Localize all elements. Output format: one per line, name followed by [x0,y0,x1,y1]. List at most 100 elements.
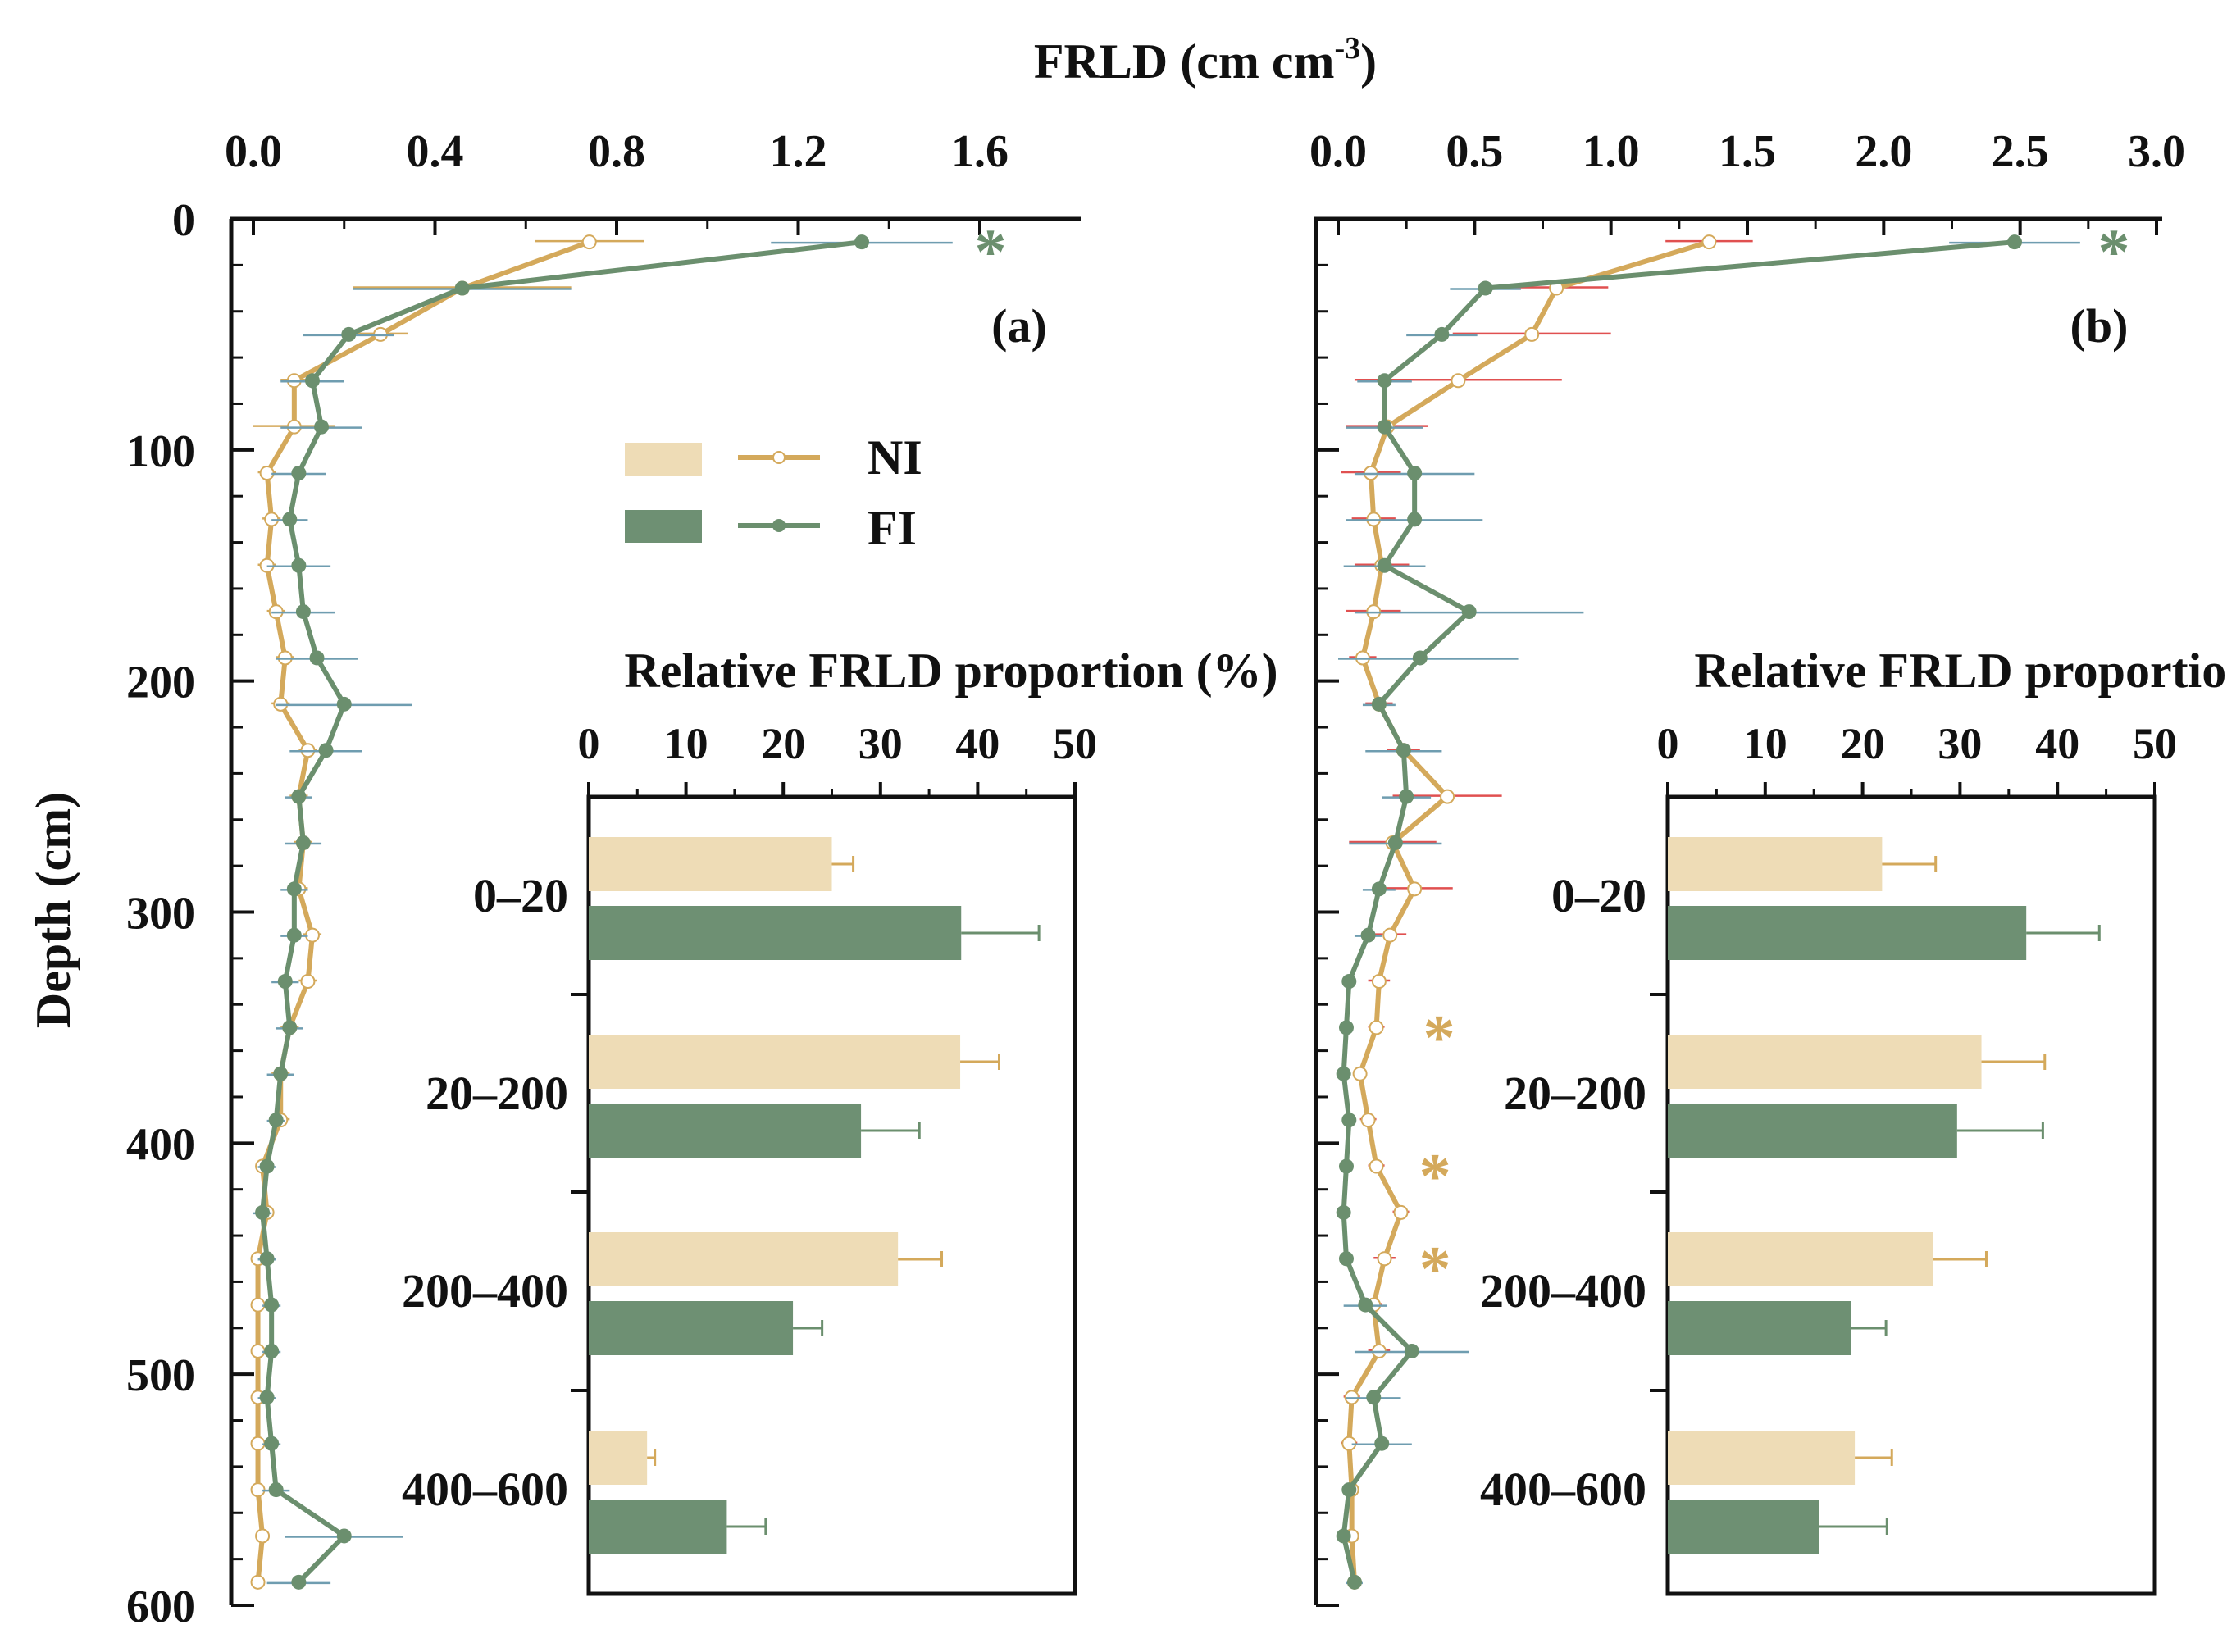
data-point-fi [259,1251,275,1267]
data-point-fi [286,927,302,943]
data-point-fi [264,1297,280,1313]
data-point-ni [1369,1158,1384,1174]
data-point-fi [295,835,311,850]
data-point-ni [581,234,597,250]
inset-title: Relative FRLD proportion (%) [624,644,1277,698]
legend-fi-marker [772,519,786,532]
data-point-fi [1478,280,1493,296]
data-point-fi [259,1158,275,1174]
data-point-ni [1451,373,1466,389]
inset-x-tick-label: 50 [2133,719,2177,768]
significance-star: * [1419,1232,1451,1304]
data-point-ni [1382,927,1398,943]
legend-fi-swatch [625,510,702,543]
y-tick-label: 500 [126,1350,195,1401]
inset-bar-fi [1668,1301,1851,1355]
series-line-fi [1341,239,2015,1583]
data-point-fi [268,1482,284,1498]
panel-label: (a) [991,299,1047,353]
data-point-fi [286,881,302,897]
data-point-fi [1371,696,1387,712]
data-point-fi [2007,234,2023,250]
data-point-ni [1440,789,1455,804]
data-point-fi [1407,466,1423,481]
x-tick-label: 3.0 [2128,126,2185,177]
data-point-fi [291,466,307,481]
inset-x-tick-label: 10 [1743,719,1788,768]
data-point-fi [304,373,320,389]
inset-x-tick-label: 20 [1841,719,1885,768]
inset-bar-chart: Relative FRLD proportion (%) 0 10 20 30 40 50 0… [402,644,1278,1596]
inset-bar-chart: Relative FRLD proportion (%) 0 10 20 30 40 50 0… [1480,644,2227,1596]
y-axis-title: Depth (cm) [26,792,80,1028]
inset-x-tick-label: 0 [1657,719,1679,768]
data-point-fi [314,419,330,435]
data-point-fi [1377,373,1392,389]
inset-bar-fi [1668,1500,1819,1554]
data-point-fi [268,1113,284,1128]
data-point-fi [264,1436,280,1451]
data-point-ni [300,974,316,990]
data-point-fi [264,1343,280,1358]
x-tick-label: 1.0 [1583,126,1640,177]
inset-x-tick-label: 40 [2035,719,2079,768]
inset-bar-ni [1668,837,1883,891]
data-point-fi [282,1020,298,1035]
data-point-fi [854,234,870,250]
data-point-fi [255,1204,271,1220]
x-axis-title: FRLD (cm cm-3) [1034,31,1377,89]
y-tick-label: 100 [126,426,195,477]
panel-a: 0.0 0.4 0.8 1.2 1.60100200300400500600(a)*Re… [126,126,1278,1632]
series-line-fi [260,239,863,1584]
data-point-fi [318,743,334,758]
inset-bar-fi [589,906,962,960]
data-point-fi [291,1574,307,1590]
inset-category-label: 400–600 [1480,1463,1646,1516]
inset-category-label: 0–20 [1551,869,1646,922]
inset-bar-fi [1668,1104,1957,1158]
significance-star: * [1423,1001,1455,1072]
inset-bar-ni [589,837,832,891]
data-point-fi [1404,1343,1419,1358]
y-tick-label: 400 [126,1119,195,1170]
inset-bar-ni [589,1232,899,1286]
data-point-fi [1434,326,1450,342]
inset-x-tick-label: 50 [1053,719,1097,768]
data-point-fi [1338,1251,1354,1267]
legend-ni-swatch [625,443,702,476]
x-tick-label: 2.5 [1992,126,2049,177]
data-point-fi [1412,650,1428,666]
data-point-fi [282,512,298,527]
data-point-ni [1393,1204,1409,1220]
data-point-fi [336,1528,352,1544]
data-point-ni [1524,326,1540,342]
data-point-fi [1377,419,1392,435]
data-point-fi [291,557,307,573]
data-point-fi [1371,881,1387,897]
data-point-fi [1366,1390,1382,1405]
significance-star: * [975,216,1007,287]
inset-bar-ni [589,1035,961,1089]
data-point-ni [1369,1020,1384,1035]
data-point-ni [255,1528,271,1544]
data-point-ni [1360,1113,1376,1128]
data-point-fi [454,280,470,296]
x-tick-label: 0.8 [588,126,645,177]
data-point-fi [1377,557,1392,573]
data-point-fi [1374,1436,1390,1451]
data-point-fi [259,1390,275,1405]
x-tick-label: 0.4 [407,126,464,177]
data-point-ni [1407,881,1423,897]
x-tick-label: 1.2 [770,126,827,177]
inset-x-tick-label: 30 [1938,719,1982,768]
data-point-fi [1346,1574,1362,1590]
data-point-fi [295,604,311,620]
panel-label: (b) [2070,299,2129,353]
inset-bar-ni [1668,1431,1856,1485]
data-point-ni [1371,974,1387,990]
data-point-fi [277,974,293,990]
inset-category-label: 20–200 [426,1067,568,1120]
inset-bar-ni [589,1431,648,1485]
data-point-ni [1352,1066,1368,1081]
